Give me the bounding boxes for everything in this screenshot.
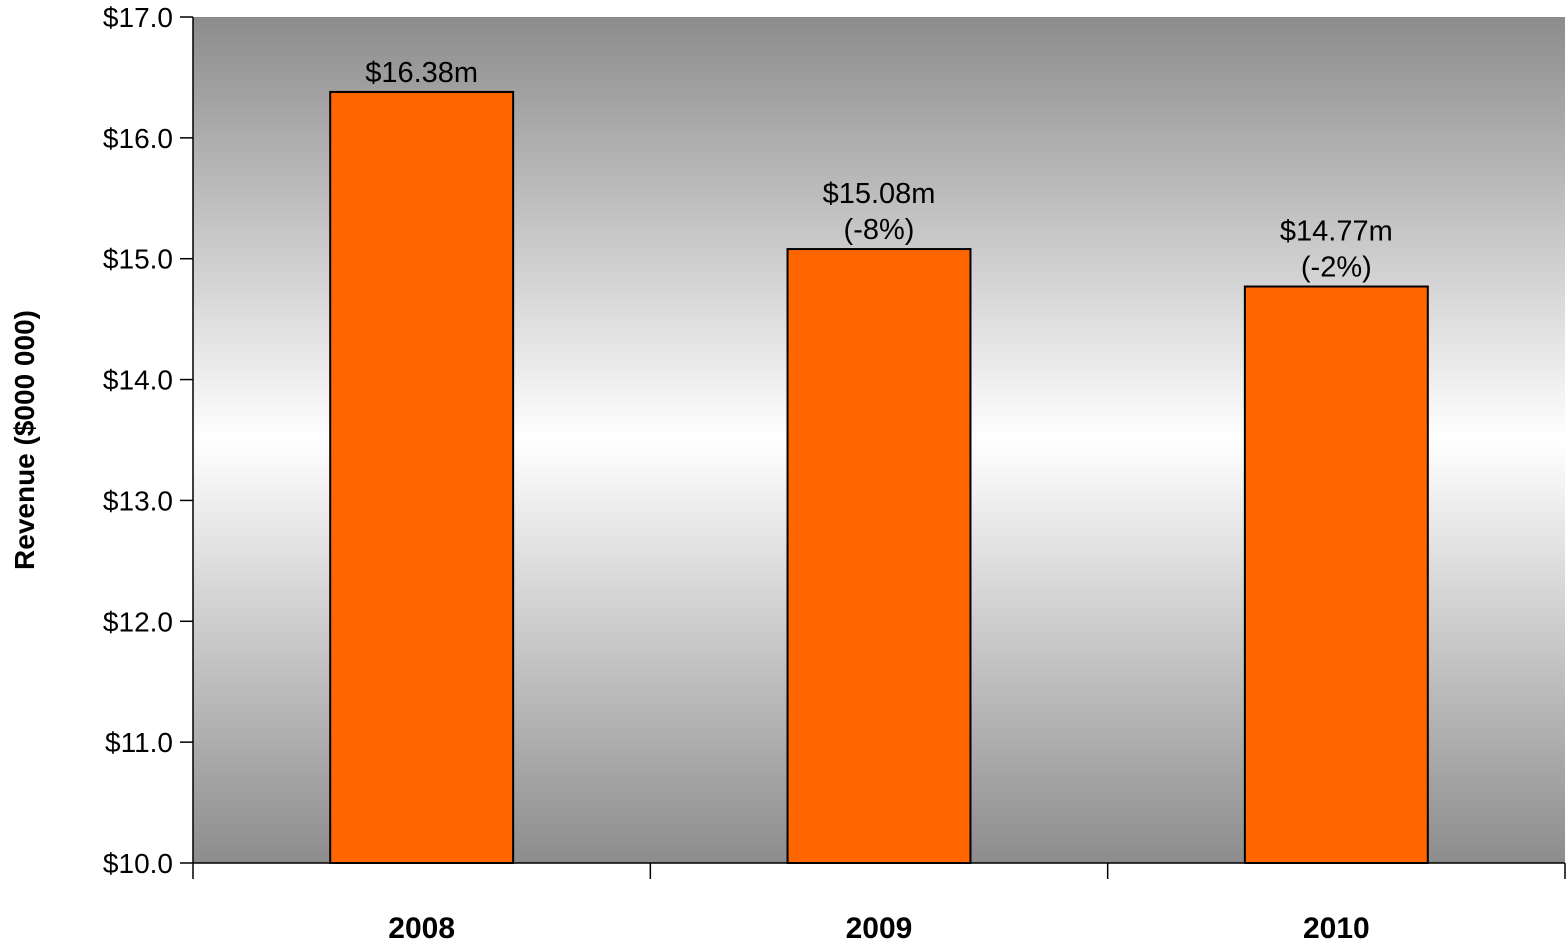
y-tick-label: $15.0 [103,244,173,275]
x-tick-label: 2010 [1303,912,1370,945]
y-axis: $10.0 $11.0 $12.0 $13.0 $14.0 $15.0 $16.0 $17.0 [103,2,194,879]
x-axis: 2008 2009 2010 [192,862,1566,945]
y-tick-label: $10.0 [103,848,173,879]
y-tick-label: $12.0 [103,606,173,637]
data-label: (-8%) [844,214,915,246]
bar-2009 [786,248,972,864]
data-label: $14.77m [1280,216,1393,248]
data-label: $16.38m [365,57,478,89]
bar-2010 [1243,285,1429,864]
data-label: $15.08m [823,178,936,210]
data-label: (-2%) [1301,252,1372,284]
data-labels: $16.38m $15.08m (-8%) $14.77m (-2%) [365,57,1393,284]
y-tick-label: $16.0 [103,123,173,154]
y-tick-label: $13.0 [103,485,173,516]
y-tick-label: $14.0 [103,365,173,396]
y-axis-title: Revenue ($000 000) [9,310,40,570]
x-tick-label: 2009 [846,912,913,945]
y-tick-label: $17.0 [103,2,173,33]
x-tick-label: 2008 [388,912,455,945]
bars [329,90,1429,864]
y-tick-label: $11.0 [105,727,173,758]
bar-2008 [329,90,515,864]
